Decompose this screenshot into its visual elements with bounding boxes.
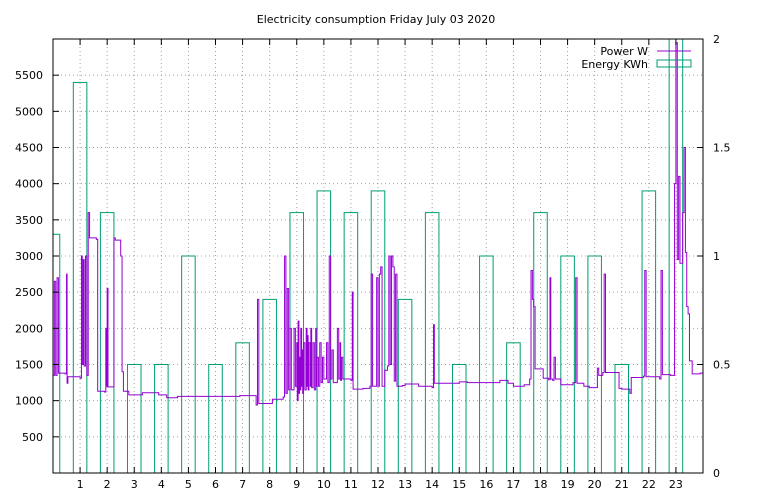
x-tick-label: 4 <box>158 478 165 491</box>
x-tick-label: 22 <box>642 478 656 491</box>
x-tick-label: 14 <box>425 478 439 491</box>
y-tick-label: 5500 <box>15 69 43 82</box>
energy-series <box>52 38 684 474</box>
y-tick-label: 4500 <box>15 142 43 155</box>
x-tick-label: 17 <box>506 478 520 491</box>
legend-label-energy: Energy KWh <box>581 58 648 71</box>
x-tick-label: 11 <box>344 478 358 491</box>
y-tick-label: 2500 <box>15 286 43 299</box>
axes: 1 2 3 4 5 6 7 8 9 10 11 12 13 14 15 16 17 18 19 20 21 22 23500… <box>15 33 731 491</box>
x-tick-label: 16 <box>479 478 493 491</box>
energy-bar <box>560 255 575 474</box>
y-tick-label: 5000 <box>15 105 43 118</box>
x-tick-label: 13 <box>398 478 412 491</box>
y2-tick-label: 1 <box>713 250 720 263</box>
x-tick-label: 18 <box>534 478 548 491</box>
x-tick-label: 23 <box>669 478 683 491</box>
x-tick-label: 2 <box>104 478 111 491</box>
x-tick-label: 7 <box>239 478 246 491</box>
x-tick-label: 8 <box>266 478 273 491</box>
x-tick-label: 1 <box>77 478 84 491</box>
x-tick-label: 19 <box>561 478 575 491</box>
y-tick-label: 1000 <box>15 395 43 408</box>
x-tick-label: 21 <box>615 478 629 491</box>
y-tick-label: 3500 <box>15 214 43 227</box>
legend-swatch-energy <box>656 59 692 68</box>
y-tick-label: 4000 <box>15 178 43 191</box>
energy-bar <box>72 81 88 474</box>
energy-bar <box>126 364 142 474</box>
y2-tick-label: 2 <box>713 33 720 46</box>
x-tick-label: 6 <box>212 478 219 491</box>
y-tick-label: 1500 <box>15 359 43 372</box>
power-line <box>53 42 703 406</box>
x-tick-label: 20 <box>588 478 602 491</box>
x-tick-label: 9 <box>293 478 300 491</box>
energy-bar <box>154 364 169 474</box>
x-tick-label: 15 <box>452 478 466 491</box>
x-tick-label: 5 <box>185 478 192 491</box>
power-series <box>53 42 703 406</box>
grid-lines <box>53 39 703 473</box>
y2-tick-label: 1.5 <box>713 142 731 155</box>
y2-tick-label: 0.5 <box>713 359 731 372</box>
x-tick-label: 10 <box>317 478 331 491</box>
y-tick-label: 3000 <box>15 250 43 263</box>
y-tick-label: 500 <box>22 431 43 444</box>
x-tick-label: 12 <box>371 478 385 491</box>
x-tick-label: 3 <box>131 478 138 491</box>
y-tick-label: 2000 <box>15 322 43 335</box>
chart-title: Electricity consumption Friday July 03 2… <box>257 13 495 26</box>
y2-tick-label: 0 <box>713 467 720 480</box>
legend-label-power: Power W <box>600 45 648 58</box>
energy-bar <box>262 298 277 474</box>
energy-bar <box>451 364 467 474</box>
energy-bar <box>208 364 223 474</box>
energy-bar <box>614 364 630 474</box>
